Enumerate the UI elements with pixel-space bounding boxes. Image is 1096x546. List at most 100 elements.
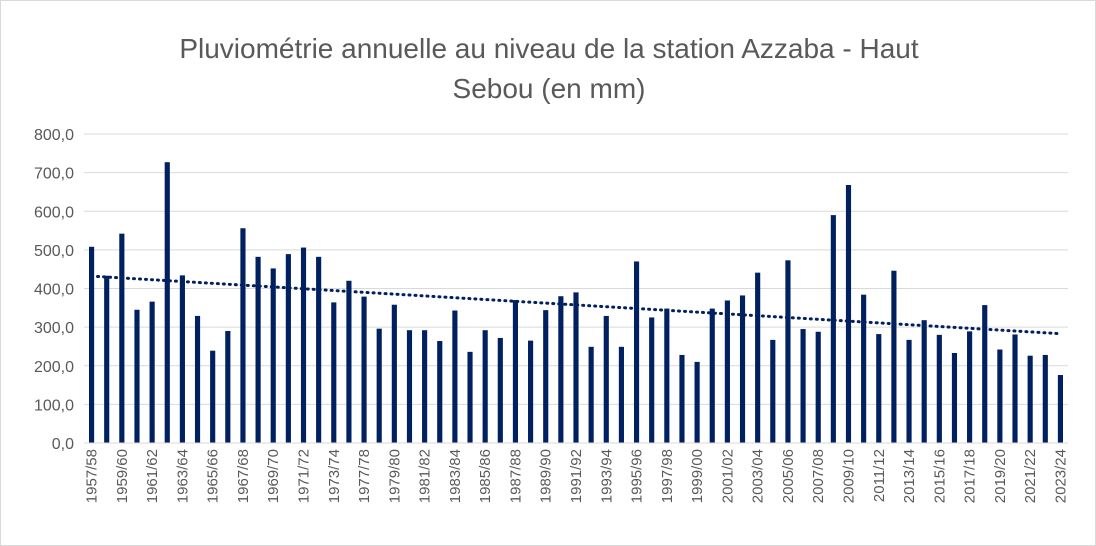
bar (119, 233, 125, 443)
bar (346, 280, 352, 443)
y-tick-label: 700,0 (34, 166, 74, 183)
bar (512, 300, 519, 443)
bar (225, 330, 231, 443)
bar (1027, 355, 1033, 443)
bar (194, 315, 201, 443)
x-tick-label: 1999/00 (689, 449, 706, 503)
y-tick-label: 300,0 (34, 320, 74, 337)
y-tick-label: 600,0 (34, 204, 74, 221)
bar (1042, 354, 1048, 443)
x-tick-label: 1969/70 (265, 449, 282, 503)
x-tick-label: 1993/94 (598, 449, 615, 503)
bar (179, 275, 185, 443)
x-tick-label: 1957/58 (84, 449, 101, 503)
bar (709, 308, 715, 443)
x-tick-label: 2003/04 (750, 449, 767, 503)
bar (497, 337, 503, 443)
trendline-group (90, 274, 1062, 336)
bar (906, 339, 912, 443)
bar (770, 339, 776, 443)
bar (724, 300, 730, 443)
x-tick-label: 1989/90 (538, 449, 555, 503)
bars (88, 162, 1064, 444)
bar (1012, 334, 1018, 443)
bar (422, 330, 428, 443)
bar (739, 295, 746, 443)
x-tick-label: 1991/92 (568, 449, 585, 503)
x-tick-label: 1965/66 (205, 449, 222, 503)
x-tick-label: 2007/08 (810, 449, 827, 503)
x-axis-ticks: 1957/58 1959/60 1961/62 1963/64 1965/66 1967/… (84, 449, 1070, 503)
y-tick-label: 0,0 (52, 436, 74, 453)
bar (573, 292, 579, 443)
bar (755, 272, 761, 443)
bar (300, 247, 307, 443)
trendline (90, 274, 1062, 336)
x-tick-label: 1959/60 (114, 449, 131, 503)
bar (285, 254, 291, 443)
bar (240, 228, 246, 443)
bar (376, 328, 382, 443)
bar (830, 215, 836, 443)
bar (88, 246, 95, 443)
bar (951, 353, 958, 443)
bar (967, 331, 973, 443)
bar (815, 331, 821, 443)
bar (649, 317, 655, 443)
x-tick-label: 1979/80 (386, 449, 403, 503)
x-tick-label: 1961/62 (144, 449, 161, 503)
bar (452, 310, 458, 443)
y-tick-label: 100,0 (34, 397, 74, 414)
x-tick-label: 1977/78 (356, 449, 373, 503)
bar (149, 301, 155, 443)
bar (845, 184, 852, 444)
bar (255, 256, 261, 443)
bar (603, 315, 609, 443)
bar (679, 354, 685, 443)
bar (406, 330, 413, 443)
bar (361, 296, 367, 443)
x-tick-label: 1987/88 (507, 449, 524, 503)
bar (482, 330, 488, 443)
chart-title: Pluviométrie annuelle au niveau de la st… (1, 29, 1096, 109)
bar (982, 305, 988, 443)
x-tick-label: 1967/68 (235, 449, 252, 503)
x-tick-label: 2013/14 (901, 449, 918, 503)
x-tick-label: 2021/22 (1022, 449, 1039, 503)
bar (104, 275, 110, 443)
bar (164, 162, 170, 444)
bar (633, 261, 640, 443)
chart-title-line-2: Sebou (en mm) (452, 73, 646, 104)
x-tick-label: 2015/16 (931, 449, 948, 503)
bar (210, 350, 216, 443)
bar (270, 268, 276, 443)
bar (391, 304, 397, 443)
y-axis-ticks: 0,0 100,0 200,0 300,0 400,0 500,0 600,0 700,0 80… (34, 127, 74, 453)
bar (618, 346, 624, 443)
bar (316, 256, 322, 443)
bar (891, 270, 897, 443)
bar (876, 334, 882, 443)
x-tick-label: 2011/12 (871, 449, 888, 502)
x-tick-label: 1971/72 (296, 449, 313, 503)
x-tick-label: 1985/86 (477, 449, 494, 503)
x-tick-label: 1963/64 (174, 449, 191, 503)
x-tick-label: 1997/98 (659, 449, 676, 503)
bar (331, 302, 337, 443)
x-tick-label: 1973/74 (326, 449, 343, 503)
bar (134, 309, 140, 443)
x-tick-label: 2017/18 (962, 449, 979, 503)
y-tick-label: 800,0 (34, 127, 74, 144)
bar (664, 308, 670, 443)
bar (1057, 375, 1064, 443)
x-tick-label: 1995/96 (629, 449, 646, 503)
x-tick-label: 2023/24 (1052, 449, 1069, 503)
x-tick-label: 1981/82 (417, 449, 434, 503)
bar (558, 296, 564, 443)
bar (528, 340, 534, 443)
y-tick-label: 400,0 (34, 282, 74, 299)
bar (861, 294, 867, 443)
x-tick-label: 2009/10 (840, 449, 857, 503)
chart-title-line-1: Pluviométrie annuelle au niveau de la st… (179, 33, 919, 64)
